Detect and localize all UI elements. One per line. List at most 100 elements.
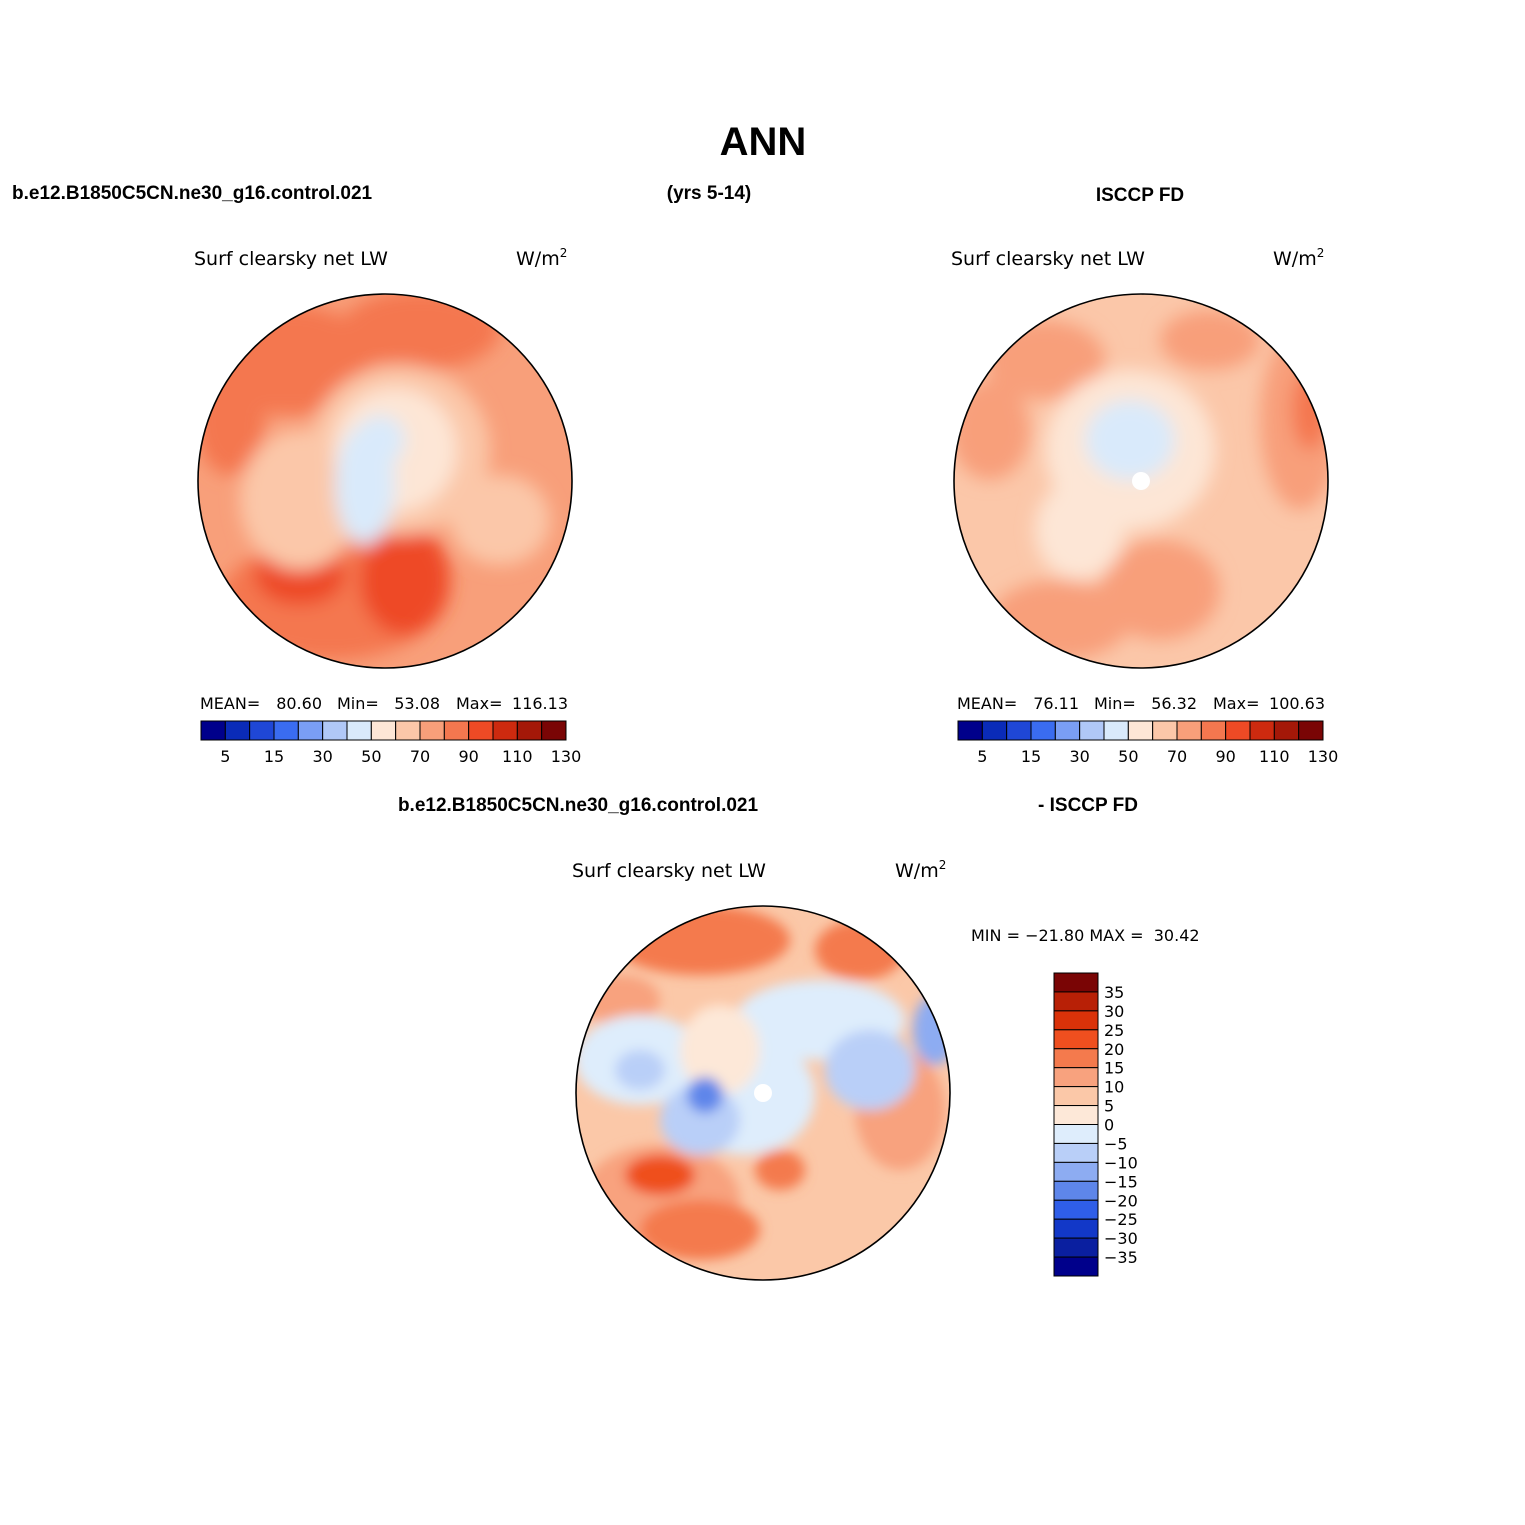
obs-min-value: 56.32 [1151,694,1197,713]
obs-colorbar-swatch [1103,720,1129,741]
model-colorbar-tick-label: 70 [410,747,430,766]
obs-variable-label: Surf clearsky net LW [951,248,1145,270]
model-mean-value: 80.60 [276,694,322,713]
case-name-header: b.e12.B1850C5CN.ne30_g16.control.021 [12,183,373,204]
model-max-value: 116.13 [512,694,568,713]
diff-colorbar-swatch [1053,1142,1099,1163]
diff-colorbar-tick-label: −10 [1104,1153,1138,1172]
model-colorbar-swatch [492,720,518,741]
diff-colorbar-swatch [1053,1218,1099,1239]
diff-colorbar-swatch [1053,1010,1099,1031]
diff-colorbar-tick-label: 10 [1104,1078,1124,1097]
obs-colorbar-tick-label: 110 [1259,747,1290,766]
obs-colorbar-swatch [1127,720,1154,741]
diff-colorbar-swatch [1053,1029,1099,1050]
model-colorbar-swatch [541,720,567,741]
obs-colorbar-tick-label: 15 [1021,747,1041,766]
model-units-label: W/m2 [516,246,567,270]
model-panel: Surf clearsky net LW W/m2 [194,246,581,766]
obs-mean-label: MEAN= [957,694,1017,713]
obs-colorbar-swatch [1249,720,1275,741]
obs-panel: Surf clearsky net LW W/m2 [951,246,1339,766]
diff-colorbar-tick-label: 30 [1104,1002,1124,1021]
obs-colorbar-tick-label: 130 [1308,747,1339,766]
model-colorbar-swatch [395,720,421,741]
model-colorbar-swatch [249,720,275,741]
diff-colorbar-swatch [1053,1048,1099,1069]
obs-colorbar-swatch [957,720,983,741]
obs-min-label: Min= [1094,694,1136,713]
diff-colorbar-tick-label: −35 [1104,1248,1138,1267]
obs-units-label: W/m2 [1273,246,1324,270]
diff-colorbar-tick-label: 35 [1104,983,1124,1002]
diff-colorbar-swatch [1053,1256,1099,1277]
diff-colorbar-swatch [1053,1124,1099,1144]
model-polar-map [197,293,573,669]
obs-colorbar-tick-label: 70 [1167,747,1187,766]
diff-polar-map [575,905,951,1281]
obs-max-value: 100.63 [1269,694,1325,713]
obs-colorbar-swatch [1079,720,1105,741]
diff-colorbar-tick-label: 0 [1104,1116,1114,1135]
model-colorbar-tick-label: 90 [458,747,478,766]
model-colorbar-swatch [200,720,226,741]
obs-colorbar-swatch [1225,720,1251,741]
diff-colorbar-swatch [1053,1105,1099,1125]
diff-colorbar-swatch [1053,1180,1099,1201]
model-colorbar-swatch [516,720,543,741]
model-colorbar-swatch [346,720,372,741]
obs-colorbar-swatch [981,720,1008,741]
model-colorbar-tick-label: 50 [361,747,381,766]
diff-colorbar-tick-label: −30 [1104,1229,1138,1248]
model-colorbar-tick-label: 130 [551,747,582,766]
diff-obs-header: - ISCCP FD [1038,795,1138,816]
diff-panel: Surf clearsky net LW W/m2 MIN = −21.80 M… [572,858,1200,1281]
model-max-label: Max= [456,694,502,713]
obs-colorbar-tick-label: 90 [1215,747,1235,766]
model-min-value: 53.08 [394,694,440,713]
diff-colorbar-tick-label: 25 [1104,1021,1124,1040]
model-colorbar-swatch [224,720,251,741]
model-colorbar-swatch [370,720,397,741]
diff-units-label: W/m2 [895,858,946,882]
diff-colorbar-swatch [1053,972,1099,993]
model-colorbar-swatch [273,720,299,741]
diff-colorbar-tick-label: 5 [1104,1097,1114,1116]
model-colorbar-swatch [419,720,445,741]
diff-case-header: b.e12.B1850C5CN.ne30_g16.control.021 [398,795,759,816]
main-title: ANN [720,120,807,164]
diff-variable-label: Surf clearsky net LW [572,860,766,882]
obs-colorbar-tick-label: 50 [1118,747,1138,766]
model-mean-label: MEAN= [200,694,260,713]
diff-colorbar-swatch [1053,991,1099,1012]
model-stats-line: MEAN= 80.60 Min= 53.08 Max= 116.13 [200,694,568,713]
obs-colorbar-swatch [1054,720,1081,741]
obs-colorbar-swatch [1006,720,1032,741]
obs-colorbar-tick-label: 5 [977,747,987,766]
model-colorbar-swatch [322,720,348,741]
model-colorbar-swatch [468,720,494,741]
obs-max-label: Max= [1213,694,1259,713]
diff-colorbar-tick-label: 15 [1104,1059,1124,1078]
diff-colorbar-tick-label: 20 [1104,1040,1124,1059]
model-variable-label: Surf clearsky net LW [194,248,388,270]
model-colorbar-tick-label: 30 [312,747,332,766]
diff-colorbar-tick-label: −20 [1104,1191,1138,1210]
diff-colorbar-tick-label: −15 [1104,1172,1138,1191]
diff-colorbar-swatch [1053,1199,1099,1220]
obs-colorbar-swatch [1298,720,1324,741]
model-colorbar-swatch [297,720,324,741]
diff-colorbar-swatch [1053,1161,1099,1182]
obs-dataset-header: ISCCP FD [1096,185,1184,206]
diff-colorbar-swatch [1053,1237,1099,1258]
obs-colorbar-tick-label: 30 [1069,747,1089,766]
obs-colorbar-swatch [1176,720,1202,741]
model-colorbar: 5 15 30 50 70 90 110 130 [200,720,582,766]
obs-colorbar-swatch [1030,720,1056,741]
model-colorbar-tick-label: 110 [502,747,533,766]
model-colorbar-tick-label: 15 [264,747,284,766]
diff-colorbar-swatch [1053,1086,1099,1107]
diff-minmax-label: MIN = −21.80 MAX = 30.42 [971,926,1200,945]
